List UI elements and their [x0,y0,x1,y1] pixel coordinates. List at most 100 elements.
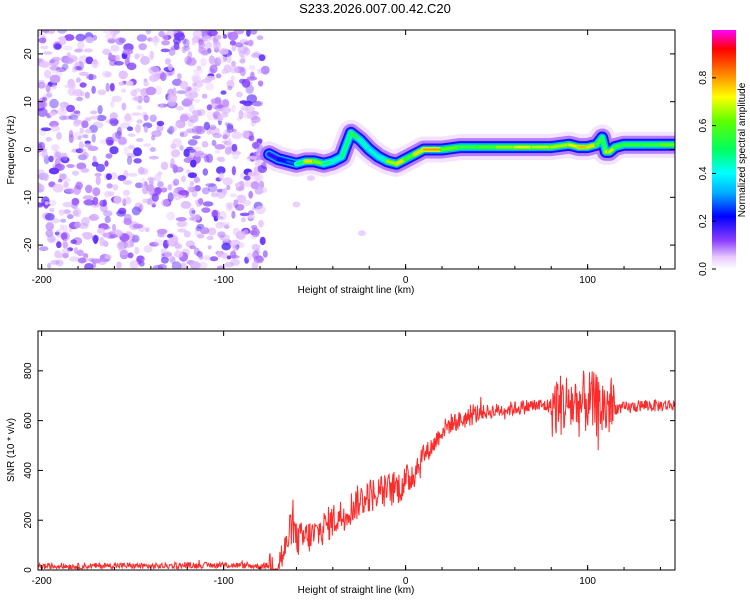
noise-blob [183,230,191,238]
noise-blob [126,62,137,71]
noise-blob [154,187,162,195]
noise-blob [224,146,232,155]
noise-blob [226,184,231,191]
noise-blob [115,37,125,46]
noise-blob [44,69,52,79]
spectrogram-noise-region [38,30,366,269]
noise-blob [136,34,148,42]
noise-blob [207,183,218,193]
spectrogram-x-tick-label: -100 [214,275,234,286]
noise-blob [209,256,219,262]
noise-blob [127,133,136,137]
noise-blob [222,34,228,39]
noise-blob [214,57,222,67]
noise-blob [63,209,71,215]
noise-blob [58,209,65,216]
noise-blob [257,68,265,74]
noise-blob [130,89,138,97]
noise-blob [40,45,49,50]
noise-blob [137,166,145,175]
noise-blob [107,38,116,44]
noise-blob [79,127,85,134]
noise-blob [232,244,239,252]
noise-blob [47,262,52,269]
noise-blob [192,76,199,84]
noise-blob [246,76,258,81]
noise-blob [123,115,134,124]
noise-blob [54,43,62,50]
noise-blob [102,48,111,56]
noise-blob [174,123,180,128]
noise-blob [62,252,69,259]
noise-blob [147,177,156,182]
noise-blob [201,141,209,148]
noise-blob [160,256,169,264]
noise-blob [249,230,258,236]
noise-blob [213,216,219,222]
noise-blob [115,54,120,62]
noise-blob [221,107,232,113]
noise-blob [207,227,217,236]
noise-blob [250,181,260,190]
noise-blob [193,125,204,133]
noise-blob [251,141,259,149]
noise-blob [92,187,101,197]
noise-blob [190,159,197,168]
noise-blob [47,30,56,35]
noise-blob [222,187,228,195]
noise-blob [184,56,192,65]
noise-blob [170,157,175,168]
noise-blob [104,160,109,167]
noise-blob [225,205,234,212]
noise-blob [230,258,240,266]
noise-blob [142,198,148,204]
noise-blob [227,31,239,41]
noise-blob [195,125,206,135]
noise-blob [234,182,241,188]
noise-blob [90,110,98,115]
signal-track-core [340,131,353,158]
noise-blob [177,73,182,80]
noise-blob [210,209,221,219]
noise-blob [77,135,82,140]
noise-blob [82,152,89,159]
noise-blob [63,181,69,188]
noise-blob [227,202,233,210]
noise-blob [172,78,183,86]
noise-blob [160,199,170,207]
noise-blob [44,213,55,221]
noise-blob [75,181,83,190]
noise-blob [165,70,172,77]
noise-blob [83,48,93,53]
noise-blob [174,32,185,41]
noise-blob [183,97,195,103]
noise-blob [145,86,157,96]
noise-blob [141,177,146,187]
noise-blob [188,115,199,123]
noise-blob [205,82,214,91]
noise-blob [244,256,250,264]
noise-blob [212,132,222,139]
noise-blob [57,30,67,34]
noise-blob [227,137,232,148]
noise-blob [246,30,251,37]
noise-blob [187,50,193,60]
noise-blob [42,30,50,33]
noise-blob [168,48,176,56]
noise-blob [227,85,233,91]
noise-blob [125,197,132,204]
noise-blob [111,132,121,142]
noise-blob [216,166,226,175]
noise-blob [46,92,53,98]
noise-blob [217,156,226,163]
noise-blob [43,51,53,55]
noise-blob [198,40,205,50]
noise-blob [254,187,264,195]
noise-blob [231,104,236,113]
noise-blob [201,187,210,195]
spectrogram-y-tick-label: 10 [23,96,34,108]
noise-blob [194,151,201,158]
noise-blob [194,185,201,192]
noise-blob [45,229,54,238]
noise-blob [175,119,186,129]
